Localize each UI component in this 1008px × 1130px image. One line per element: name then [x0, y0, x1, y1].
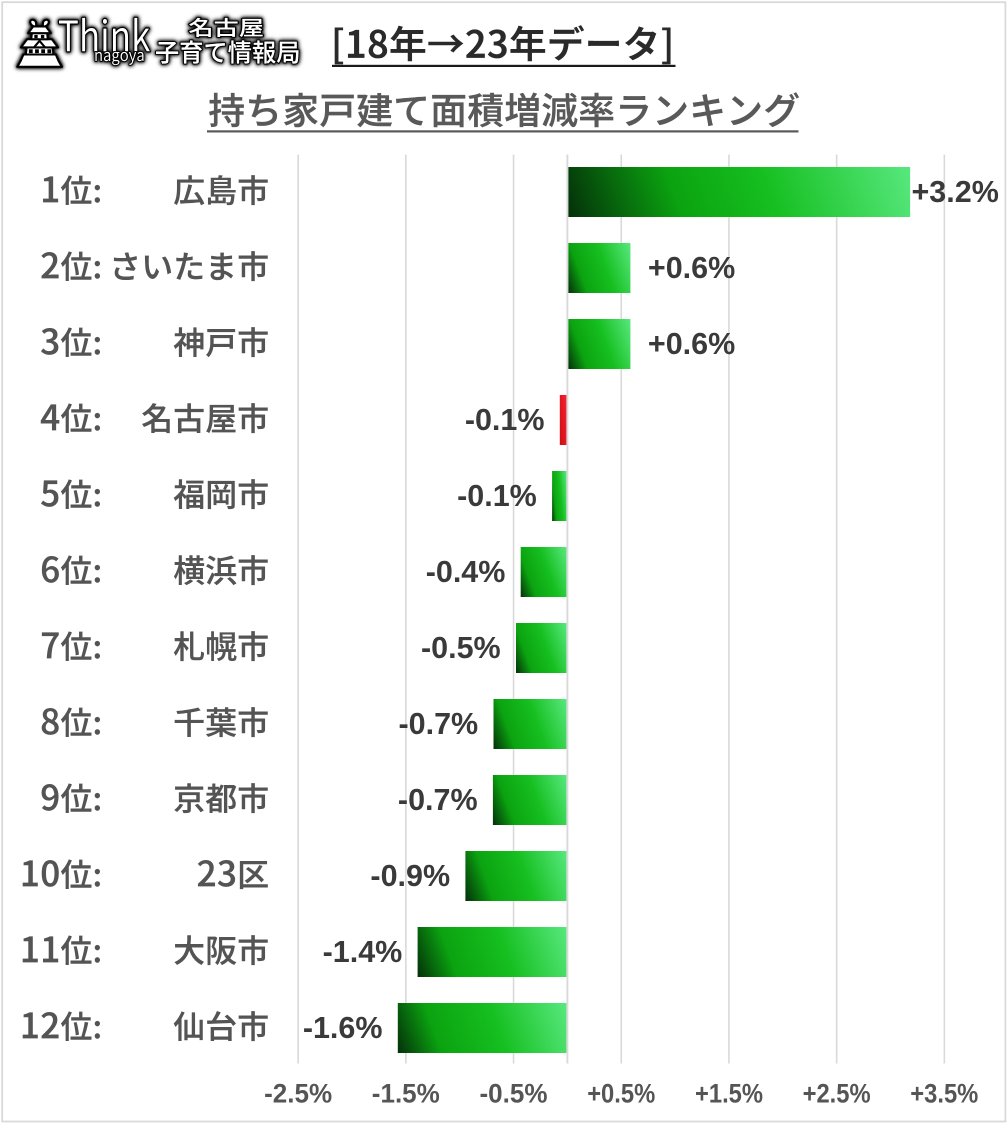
svg-text:+0.5%: +0.5% — [587, 1079, 655, 1109]
svg-text:-2.5%: -2.5% — [264, 1079, 332, 1109]
svg-text:+2.5%: +2.5% — [803, 1079, 871, 1109]
svg-text:-0.7%: -0.7% — [399, 707, 479, 741]
svg-text:+0.6%: +0.6% — [648, 327, 735, 361]
svg-text:+1.5%: +1.5% — [695, 1079, 763, 1109]
svg-text:-1.6%: -1.6% — [303, 1011, 383, 1045]
svg-text:-1.4%: -1.4% — [323, 935, 403, 969]
svg-text:+0.6%: +0.6% — [648, 251, 735, 285]
svg-text:-0.1%: -0.1% — [465, 403, 545, 437]
svg-text:-0.5%: -0.5% — [421, 631, 501, 665]
svg-text:+3.2%: +3.2% — [912, 175, 999, 209]
svg-text:-0.9%: -0.9% — [370, 859, 450, 893]
svg-text:+3.5%: +3.5% — [910, 1079, 978, 1109]
svg-text:-0.5%: -0.5% — [480, 1079, 548, 1109]
svg-text:-1.5%: -1.5% — [372, 1079, 440, 1109]
svg-text:-0.4%: -0.4% — [426, 555, 506, 589]
svg-text:-0.7%: -0.7% — [398, 783, 478, 817]
svg-text:-0.1%: -0.1% — [457, 479, 537, 513]
